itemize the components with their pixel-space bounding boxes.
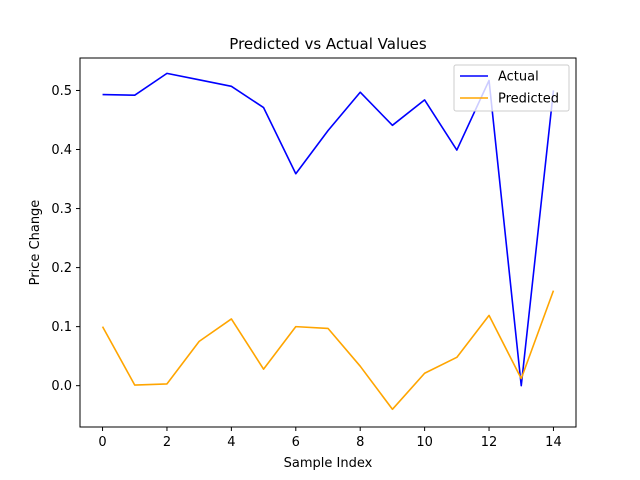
x-tick-label: 14 <box>545 435 562 450</box>
series-line-predicted <box>101 290 555 411</box>
y-tick-label: 0.4 <box>51 143 72 158</box>
x-tick-label: 6 <box>292 435 300 450</box>
legend: Actual Predicted <box>453 64 570 112</box>
legend-entries: Actual Predicted <box>460 70 559 107</box>
plot-area <box>79 57 577 428</box>
legend-label-predicted: Predicted <box>498 92 559 107</box>
x-tick-label: 4 <box>227 435 235 450</box>
y-tick-label: 0.5 <box>51 84 72 99</box>
x-axis-ticks: 0 2 4 6 8 10 12 14 <box>98 427 562 450</box>
y-axis-ticks: 0.0 0.1 0.2 0.3 0.4 0.5 <box>51 84 80 394</box>
x-tick-label: 0 <box>98 435 106 450</box>
y-tick-label: 0.1 <box>51 320 72 335</box>
x-tick-label: 2 <box>163 435 171 450</box>
x-tick-label: 10 <box>416 435 433 450</box>
y-tick-label: 0.2 <box>51 261 72 276</box>
y-axis-label: Price Change <box>28 200 43 286</box>
legend-label-actual: Actual <box>498 70 539 85</box>
plot-frame <box>79 57 577 428</box>
x-tick-label: 8 <box>356 435 364 450</box>
y-tick-label: 0.0 <box>51 379 72 394</box>
x-tick-label: 12 <box>481 435 498 450</box>
chart-title: Predicted vs Actual Values <box>229 35 427 53</box>
x-axis-label: Sample Index <box>284 456 373 471</box>
y-tick-label: 0.3 <box>51 202 72 217</box>
